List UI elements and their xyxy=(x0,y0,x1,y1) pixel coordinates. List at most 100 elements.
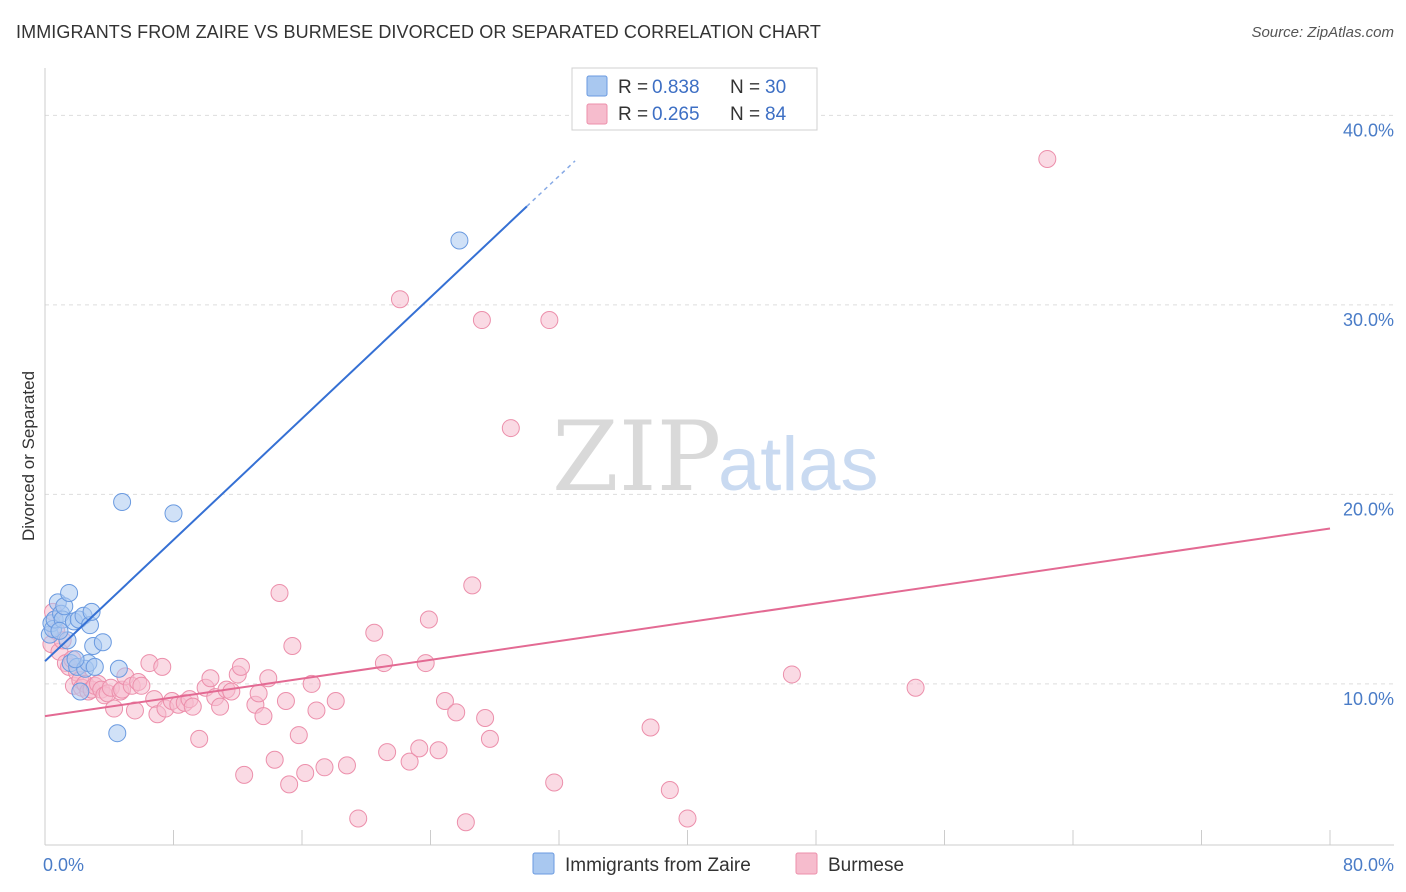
data-points xyxy=(40,149,1057,832)
legend-n-value-burmese: 84 xyxy=(765,104,787,125)
x-tick-labels: 0.0% 80.0% xyxy=(43,855,1394,875)
burmese-point-63 xyxy=(326,691,345,710)
legend-r-value-zaire: 0.838 xyxy=(652,77,700,98)
burmese-point-89 xyxy=(906,678,925,697)
burmese-point-56 xyxy=(280,775,299,794)
burmese-point-87 xyxy=(678,809,697,828)
burmese-point-71 xyxy=(410,739,429,758)
x-tick-label-0: 0.0% xyxy=(43,855,84,875)
burmese-point-90 xyxy=(1038,149,1057,168)
watermark: ZIP atlas xyxy=(552,401,879,513)
zaire-point-28 xyxy=(50,621,69,640)
zaire-trend-extension xyxy=(526,160,576,207)
burmese-point-54 xyxy=(270,583,289,602)
burmese-point-85 xyxy=(641,718,660,737)
zaire-point-9 xyxy=(60,583,79,602)
legend-n-value-zaire: 30 xyxy=(765,77,786,98)
zaire-point-26 xyxy=(164,504,183,523)
watermark-zip: ZIP xyxy=(552,401,721,513)
burmese-point-73 xyxy=(419,610,438,629)
burmese-point-67 xyxy=(374,654,393,673)
burmese-point-70 xyxy=(400,752,419,771)
burmese-point-68 xyxy=(378,743,397,762)
burmese-point-51 xyxy=(254,707,273,726)
burmese-point-57 xyxy=(283,637,302,656)
zaire-trend-line xyxy=(44,205,528,662)
burmese-point-55 xyxy=(276,691,295,710)
burmese-point-81 xyxy=(480,729,499,748)
burmese-point-48 xyxy=(235,765,254,784)
legend-n-label-burmese: N = xyxy=(730,104,760,125)
burmese-trend-line xyxy=(44,527,1331,718)
burmese-point-65 xyxy=(349,809,368,828)
burmese-point-43 xyxy=(211,697,230,716)
grid xyxy=(45,114,1394,685)
zaire-point-27 xyxy=(450,231,469,250)
zaire-point-23 xyxy=(108,724,127,743)
correlation-legend: R = 0.838 N = 30 R = 0.265 N = 84 xyxy=(571,67,818,131)
zaire-point-29 xyxy=(66,650,85,669)
burmese-point-86 xyxy=(660,781,679,800)
burmese-point-75 xyxy=(435,691,454,710)
burmese-point-50 xyxy=(249,684,268,703)
burmese-point-26 xyxy=(125,701,144,720)
burmese-point-60 xyxy=(302,674,321,693)
burmese-point-66 xyxy=(365,623,384,642)
x-tick-label-1: 80.0% xyxy=(1343,855,1394,875)
y-tick-label-0: 10.0% xyxy=(1343,689,1394,709)
series-legend-label-burmese: Burmese xyxy=(828,855,904,876)
y-tick-label-1: 20.0% xyxy=(1343,499,1394,519)
legend-box xyxy=(571,67,818,131)
burmese-point-74 xyxy=(429,741,448,760)
burmese-point-21 xyxy=(105,699,124,718)
legend-r-value-burmese: 0.265 xyxy=(652,104,700,125)
chart-source: Source: ZipAtlas.com xyxy=(1251,24,1394,41)
chart-title: IMMIGRANTS FROM ZAIRE VS BURMESE DIVORCE… xyxy=(16,22,821,42)
burmese-point-59 xyxy=(296,763,315,782)
series-legend-label-zaire: Immigrants from Zaire xyxy=(565,855,751,876)
burmese-point-88 xyxy=(782,665,801,684)
legend-swatch-zaire xyxy=(586,75,608,97)
burmese-point-39 xyxy=(190,729,209,748)
burmese-point-76 xyxy=(447,703,466,722)
burmese-point-53 xyxy=(265,750,284,769)
burmese-point-28 xyxy=(132,676,151,695)
zaire-point-22 xyxy=(93,633,112,652)
burmese-point-78 xyxy=(463,576,482,595)
zaire-point-21 xyxy=(85,657,104,676)
burmese-point-83 xyxy=(540,311,559,330)
burmese-point-38 xyxy=(183,697,202,716)
burmese-point-41 xyxy=(201,669,220,688)
legend-r-label-zaire: R = xyxy=(618,77,648,98)
burmese-point-80 xyxy=(476,709,495,728)
series-legend-swatch-burmese xyxy=(795,852,818,875)
burmese-point-82 xyxy=(501,419,520,438)
burmese-point-69 xyxy=(390,290,409,309)
burmese-point-61 xyxy=(307,701,326,720)
trend-lines xyxy=(44,160,1331,718)
burmese-point-47 xyxy=(231,657,250,676)
series-legend: Immigrants from Zaire Burmese xyxy=(532,852,904,876)
legend-n-label-zaire: N = xyxy=(730,77,760,98)
y-tick-label-3: 40.0% xyxy=(1343,120,1394,140)
burmese-point-79 xyxy=(472,311,491,330)
watermark-atlas: atlas xyxy=(718,422,879,507)
y-tick-labels: 10.0% 20.0% 30.0% 40.0% xyxy=(1343,120,1394,709)
burmese-point-62 xyxy=(315,758,334,777)
burmese-point-84 xyxy=(545,773,564,792)
burmese-point-72 xyxy=(416,654,435,673)
zaire-point-14 xyxy=(71,682,90,701)
y-axis-title: Divorced or Separated xyxy=(19,371,38,541)
zaire-point-19 xyxy=(82,602,101,621)
burmese-point-45 xyxy=(222,682,241,701)
burmese-point-32 xyxy=(153,657,172,676)
legend-swatch-burmese xyxy=(586,103,608,125)
y-tick-label-2: 30.0% xyxy=(1343,310,1394,330)
burmese-point-77 xyxy=(456,813,475,832)
burmese-point-58 xyxy=(289,726,308,745)
burmese-point-64 xyxy=(337,756,356,775)
x-ticks xyxy=(44,830,1331,845)
series-legend-swatch-zaire xyxy=(532,852,555,875)
zaire-point-25 xyxy=(113,492,132,511)
